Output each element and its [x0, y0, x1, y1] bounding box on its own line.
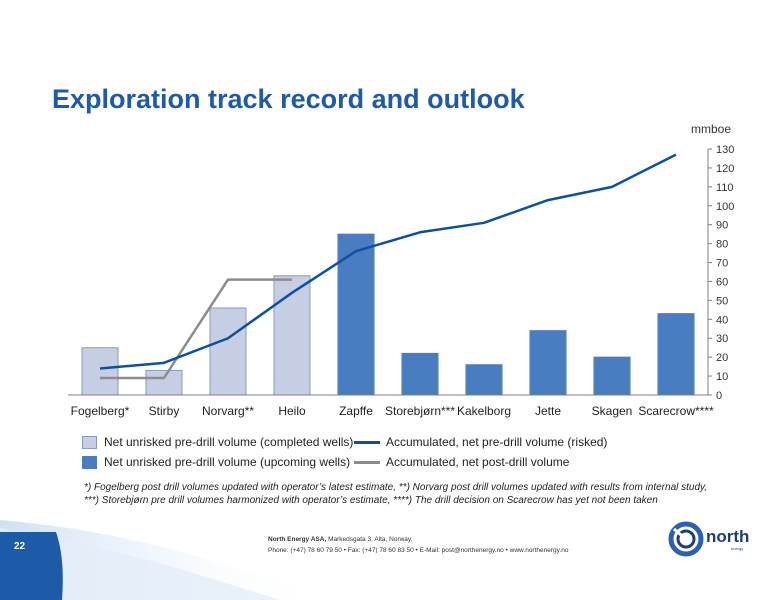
bar-completed — [209, 307, 247, 396]
x-tick-label: Stirby — [149, 404, 180, 418]
bar-upcoming — [593, 356, 631, 396]
legend-swatch-post-drill — [354, 460, 380, 464]
footnote: *) Fogelberg post drill volumes updated … — [84, 481, 724, 507]
y-tick-label: 30 — [716, 333, 728, 345]
bar-completed — [273, 275, 311, 396]
bar-upcoming — [657, 313, 695, 396]
legend-item-upcoming: Net unrisked pre-drill volume (upcoming … — [82, 455, 354, 469]
y-tick-label: 0 — [716, 390, 722, 402]
legend-label-post-drill: Accumulated, net post-drill volume — [386, 455, 570, 469]
y-tick-label: 50 — [716, 295, 728, 307]
x-tick-label: Skagen — [592, 404, 633, 418]
legend-swatch-completed — [82, 435, 97, 449]
legend-item-completed: Net unrisked pre-drill volume (completed… — [82, 435, 354, 449]
x-tick-label: Norvarg** — [202, 404, 254, 418]
logo-text: north — [706, 527, 750, 546]
legend-item-risked: Accumulated, net pre-drill volume (riske… — [354, 435, 674, 449]
bar-upcoming — [401, 352, 439, 396]
footer-street: Markedsgata 3, Alta, Norway. — [328, 536, 413, 543]
x-tick-label: Heilo — [278, 404, 306, 418]
footnote-line-2: ***) Storebjørn pre drill volumes harmon… — [84, 495, 658, 506]
page-number: 22 — [14, 541, 26, 552]
y-tick-label: 100 — [716, 201, 734, 213]
legend: Net unrisked pre-drill volume (completed… — [82, 432, 682, 472]
x-tick-label: Storebjørn*** — [385, 404, 455, 418]
legend-label-completed: Net unrisked pre-drill volume (completed… — [104, 435, 354, 449]
y-tick-label: 110 — [716, 182, 734, 194]
y-tick-label: 130 — [716, 144, 734, 156]
north-energy-logo-icon — [668, 521, 704, 557]
logo-subtext: energy — [731, 546, 744, 551]
y-tick-label: 120 — [716, 163, 734, 175]
y-tick-label: 20 — [716, 352, 728, 364]
y-tick-label: 40 — [716, 314, 728, 326]
x-labels: Fogelberg* Stirby Norvarg** Heilo Zapffe Stor… — [71, 404, 714, 418]
footnote-line-1: *) Fogelberg post drill volumes updated … — [84, 482, 708, 493]
y-tick-label: 60 — [716, 276, 728, 288]
bar-upcoming — [337, 233, 375, 396]
page-title: Exploration track record and outlook — [52, 84, 525, 114]
legend-label-upcoming: Net unrisked pre-drill volume (upcoming … — [104, 455, 351, 469]
y-tick-label: 10 — [716, 371, 728, 383]
bar-completed — [145, 369, 183, 396]
footer-company: North Energy ASA, — [268, 536, 327, 543]
bar-upcoming — [465, 364, 503, 396]
y-tick-label: 90 — [716, 220, 728, 232]
line-post-drill — [100, 278, 292, 380]
y-ticks: 0 10 20 30 40 50 60 70 80 90 100 110 120 130 — [708, 144, 734, 402]
unit-label: mmboe — [691, 122, 731, 136]
bar-upcoming — [529, 330, 567, 396]
legend-swatch-upcoming — [82, 455, 97, 469]
footer-address: North Energy ASA, Markedsgata 3, Alta, N… — [268, 534, 568, 556]
bar-completed — [81, 347, 119, 396]
legend-swatch-risked — [354, 440, 380, 444]
line-risked — [99, 153, 677, 370]
footer-contact: Phone: (+47) 78 60 79 50 • Fax: (+47) 78… — [268, 547, 569, 554]
y-tick-label: 80 — [716, 239, 728, 251]
x-tick-label: Scarecrow**** — [638, 404, 714, 418]
bars-group — [81, 233, 695, 396]
legend-label-risked: Accumulated, net pre-drill volume (riske… — [386, 435, 608, 449]
y-tick-label: 70 — [716, 258, 728, 270]
legend-item-post-drill: Accumulated, net post-drill volume — [354, 455, 674, 469]
chart: 0 10 20 30 40 50 60 70 80 90 100 110 120 130 Fogelber… — [68, 122, 734, 418]
x-tick-label: Kakelborg — [457, 404, 511, 418]
footer-wave — [0, 520, 330, 600]
x-tick-label: Fogelberg* — [71, 404, 130, 418]
x-tick-label: Zapffe — [339, 404, 373, 418]
x-tick-label: Jette — [535, 404, 561, 418]
lines-group — [99, 153, 677, 380]
